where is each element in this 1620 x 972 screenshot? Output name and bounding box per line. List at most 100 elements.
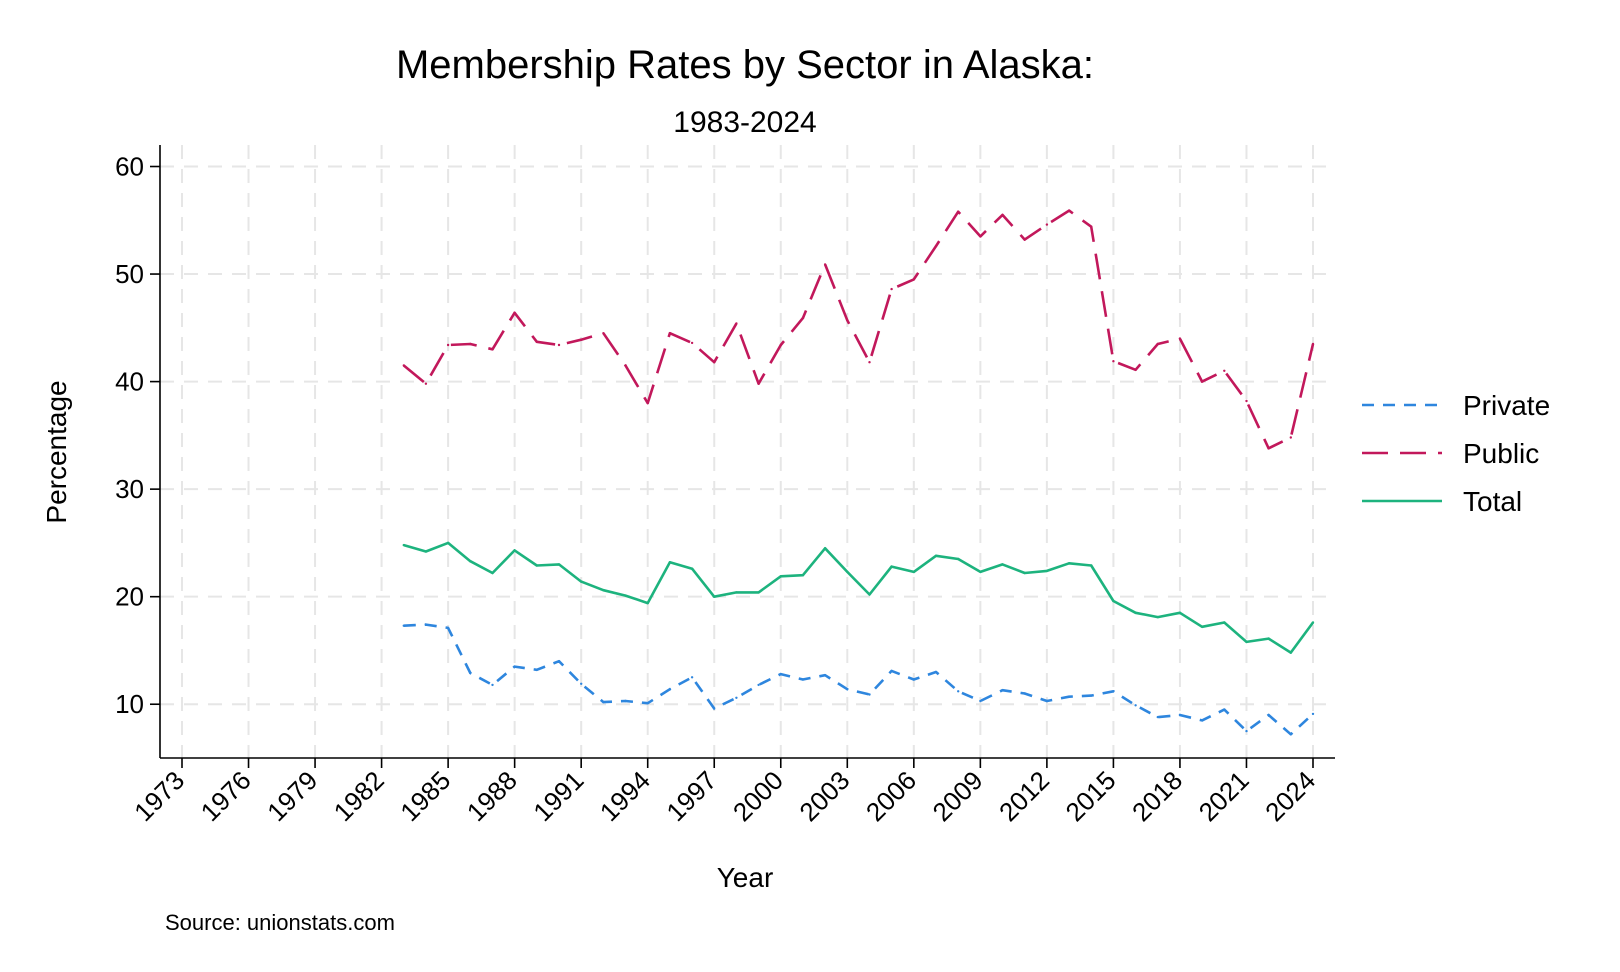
data-point-private xyxy=(1023,692,1026,695)
data-point-public xyxy=(646,401,649,405)
x-tick-label: 1997 xyxy=(660,765,722,827)
data-point-total xyxy=(424,550,428,553)
source-note: Source: unionstats.com xyxy=(165,910,395,935)
x-tick-label: 1991 xyxy=(527,765,589,827)
data-point-public xyxy=(757,382,760,385)
data-point-total xyxy=(1200,625,1204,628)
data-point-public xyxy=(979,235,982,238)
data-point-total xyxy=(1156,615,1160,619)
data-point-private xyxy=(557,660,561,663)
data-point-public xyxy=(1267,447,1270,450)
y-tick-label: 30 xyxy=(115,474,144,504)
data-point-total xyxy=(979,570,982,574)
y-tick-label: 20 xyxy=(115,582,144,612)
data-point-public xyxy=(1156,342,1160,346)
data-point-public xyxy=(1112,360,1115,363)
data-point-public xyxy=(1090,225,1093,228)
data-point-private xyxy=(1200,719,1204,722)
x-tick-label: 1979 xyxy=(261,765,323,827)
data-point-public xyxy=(846,319,849,322)
data-point-public xyxy=(957,210,960,213)
data-point-total xyxy=(1134,611,1137,614)
data-point-private xyxy=(1112,690,1115,693)
data-point-public xyxy=(491,348,494,351)
data-point-private xyxy=(779,672,782,676)
x-tick-label: 2003 xyxy=(793,765,855,827)
data-point-private xyxy=(1178,713,1182,717)
y-axis-label: Percentage xyxy=(41,380,72,523)
data-point-private xyxy=(1245,729,1248,733)
data-point-public xyxy=(890,287,893,291)
data-point-total xyxy=(580,580,583,583)
data-point-private xyxy=(801,678,805,681)
data-point-total xyxy=(1311,621,1315,624)
data-point-total xyxy=(957,557,960,561)
data-point-total xyxy=(735,591,738,594)
legend: Private Public Total xyxy=(1362,390,1550,517)
data-point-public xyxy=(1223,369,1226,372)
data-point-public xyxy=(1134,368,1137,371)
x-tick-label: 2021 xyxy=(1193,765,1255,827)
legend-label-public: Public xyxy=(1463,438,1539,469)
data-point-public xyxy=(912,278,915,281)
data-point-total xyxy=(934,554,938,557)
data-point-private xyxy=(535,668,538,671)
data-point-total xyxy=(1067,562,1071,565)
y-tick-label: 50 xyxy=(115,259,144,289)
y-tick-label: 60 xyxy=(115,152,144,182)
data-point-public xyxy=(779,343,782,347)
data-point-total xyxy=(1178,611,1182,614)
data-point-public xyxy=(624,364,627,367)
data-point-total xyxy=(868,593,871,596)
data-point-total xyxy=(535,564,538,567)
data-point-public xyxy=(1023,238,1026,241)
y-tick-label: 10 xyxy=(115,689,144,719)
data-point-public xyxy=(602,332,605,335)
axes xyxy=(150,145,1335,768)
series-line-total xyxy=(403,541,1315,654)
data-point-total xyxy=(757,591,760,594)
legend-label-total: Total xyxy=(1463,486,1522,517)
data-point-total xyxy=(801,574,805,577)
data-point-private xyxy=(1134,704,1137,707)
data-point-public xyxy=(1200,380,1204,383)
data-point-total xyxy=(402,543,405,547)
data-point-private xyxy=(1001,689,1004,692)
data-point-private xyxy=(690,676,694,679)
legend-label-private: Private xyxy=(1463,390,1550,421)
data-point-public xyxy=(868,361,871,364)
data-point-private xyxy=(979,699,982,703)
data-point-total xyxy=(1045,569,1049,573)
data-point-public xyxy=(535,340,538,343)
data-point-total xyxy=(846,570,849,574)
x-tick-label: 2024 xyxy=(1259,765,1321,827)
data-point-public xyxy=(668,332,672,335)
data-point-total xyxy=(646,601,649,605)
data-point-total xyxy=(890,565,893,568)
data-point-public xyxy=(446,343,450,347)
data-point-total xyxy=(1223,621,1226,624)
data-point-total xyxy=(491,571,494,575)
data-point-total xyxy=(469,560,472,563)
data-point-total xyxy=(912,570,915,574)
data-point-total xyxy=(690,567,694,570)
data-point-total xyxy=(713,595,716,598)
data-point-public xyxy=(1001,213,1004,217)
data-point-total xyxy=(557,563,561,566)
data-point-public xyxy=(513,311,516,314)
data-point-public xyxy=(424,382,428,385)
data-point-private xyxy=(757,683,760,687)
data-point-private xyxy=(1267,713,1270,717)
x-tick-label: 1988 xyxy=(461,765,523,827)
data-point-public xyxy=(735,322,738,325)
data-point-total xyxy=(668,561,672,564)
data-point-public xyxy=(690,341,694,345)
x-axis-label: Year xyxy=(717,862,774,893)
data-point-public xyxy=(1178,337,1182,340)
data-point-private xyxy=(1045,699,1049,703)
data-point-total xyxy=(1267,637,1270,640)
data-point-public xyxy=(801,316,805,320)
data-point-private xyxy=(513,665,516,668)
data-point-total xyxy=(602,589,605,592)
